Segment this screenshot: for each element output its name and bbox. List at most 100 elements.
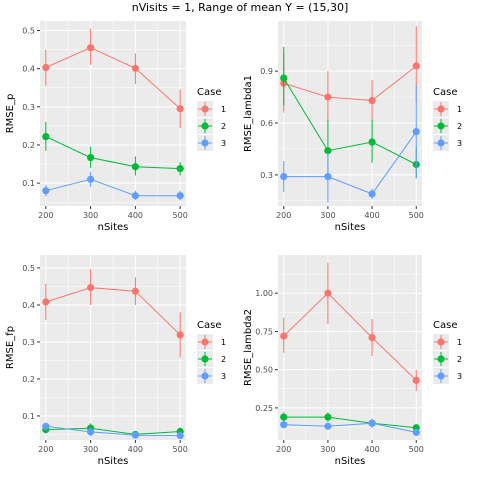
data-point [87,428,95,436]
data-point [324,422,332,430]
data-point [368,333,376,342]
legend-label: 3 [457,139,462,148]
series-case-3 [42,171,184,201]
series-line [283,416,417,429]
legend-key-point [201,139,209,147]
x-tick-label: 400 [128,445,143,454]
data-point [368,138,376,146]
legend-key-point [201,372,209,380]
y-axis-title: RMSE_lambda2 [243,309,254,386]
series-case-3 [280,84,420,203]
y-tick-label: 0.4 [22,301,35,310]
x-tick-label: 400 [364,211,379,220]
data-point [42,63,50,72]
y-tick-label: 0.4 [22,65,35,74]
x-tick-label: 300 [83,211,98,220]
legend-key-point [437,355,445,363]
data-point [412,428,420,436]
series-line [45,425,181,437]
legend-key-point [437,372,445,380]
data-point [324,173,332,181]
legend-key-point [437,338,445,346]
y-tick-label: 0.5 [22,27,35,36]
legend-key-point [201,338,209,346]
y-tick-label: 0.1 [22,412,35,421]
legend-title: Case [197,87,221,98]
data-point [412,62,420,70]
y-tick-label: 0.5 [22,264,35,273]
data-point [176,431,184,440]
data-point [42,132,50,141]
data-point [131,287,139,295]
data-point [280,413,288,421]
data-point [280,173,288,181]
data-point [176,331,184,339]
data-point [368,419,376,427]
data-point [176,105,184,113]
series-case-3 [280,418,420,436]
chart-panel-2: 0.3 0.6 0.9 200 300 400 500 nSites RMSE_lambda1 C… [243,21,462,233]
series-line [283,77,417,165]
series-case-2 [42,122,184,176]
series-line [283,292,417,381]
y-tick-label: 0.75 [255,327,273,336]
legend-key-point [437,139,445,147]
y-tick-label: 0.3 [260,171,273,180]
series-case-1 [42,28,184,128]
data-point [412,376,420,384]
data-point [368,96,376,105]
legend-label: 1 [457,105,462,114]
legend-label: 3 [221,372,226,381]
data-point [324,93,332,101]
series-line [45,287,181,336]
x-tick-label: 500 [173,445,188,454]
data-point [87,44,95,52]
chart-panel-4: 0.25 0.50 0.75 1.00 200 300 400 500 nSites RMSE_l… [243,255,462,467]
legend-label: 1 [221,338,226,347]
series-line [45,136,181,170]
data-point [176,165,184,173]
series-case-1 [42,269,184,358]
data-point [87,153,95,162]
x-tick-label: 300 [320,445,335,454]
legend-key-point [201,122,209,130]
y-tick-label: 0.9 [260,67,273,76]
x-axis-title: nSites [335,222,366,233]
chart-panel-1: 0.1 0.2 0.3 0.4 0.5 200 300 400 500 nSites RMSE_p C… [5,21,226,233]
series-case-1 [280,26,420,124]
legend-key-point [437,122,445,130]
y-tick-label: 0.2 [22,141,35,150]
data-point [176,192,184,200]
chart-panel-3: 0.1 0.2 0.3 0.4 0.5 200 300 400 500 nSites RMSE_fp… [5,255,226,467]
legend-label: 3 [221,139,226,148]
legend-key-point [201,105,209,113]
y-tick-label: 0.50 [255,366,273,375]
x-tick-label: 500 [409,211,424,220]
figure-title: nVisits = 1, Range of mean Y = (15,30] [131,1,349,14]
y-tick-label: 0.25 [255,404,273,413]
legend-label: 1 [221,105,226,114]
data-point [324,289,332,297]
series-line [283,131,417,195]
data-point [87,283,95,292]
x-tick-label: 300 [83,445,98,454]
series-line [283,422,417,433]
legend-key-point [437,105,445,113]
data-point [131,64,139,72]
data-point [131,163,139,171]
data-point [280,332,288,340]
y-tick-label: 0.1 [22,179,35,188]
data-point [280,421,288,429]
x-tick-label: 300 [320,211,335,220]
x-axis-title: nSites [98,456,129,467]
series-line [45,178,181,197]
x-tick-label: 200 [38,211,53,220]
data-point [412,128,420,136]
series-case-1 [280,262,420,392]
x-tick-label: 500 [173,211,188,220]
legend-title: Case [433,87,457,98]
y-axis-title: RMSE_p [5,94,16,134]
